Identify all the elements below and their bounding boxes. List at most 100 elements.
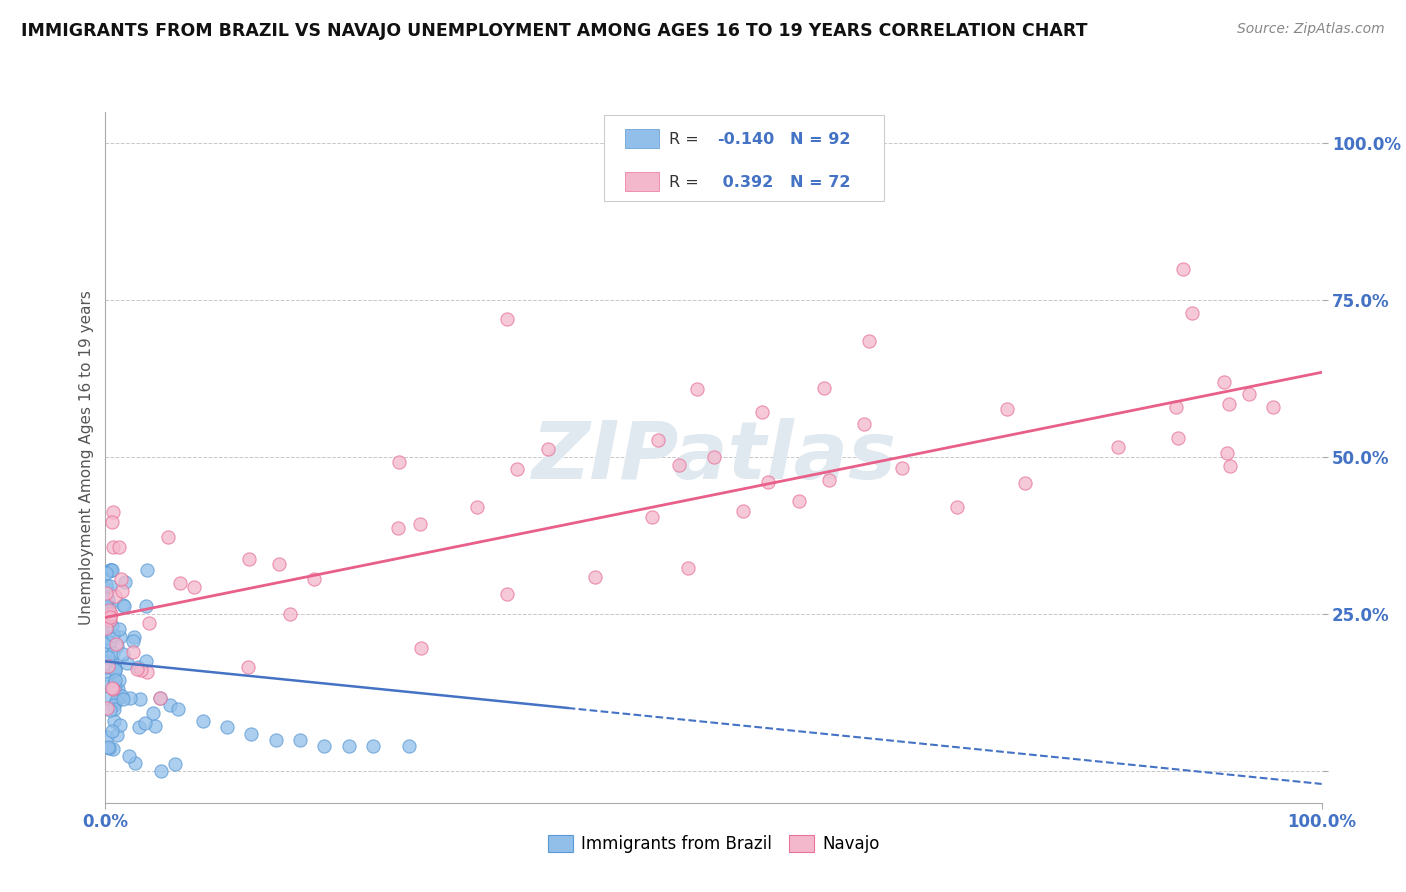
Point: [105, 694, 128, 708]
Point: [134, 599, 156, 614]
Point: [128, 692, 150, 706]
Point: [97, 592, 120, 607]
Point: [813, 381, 835, 395]
FancyBboxPatch shape: [605, 115, 884, 202]
Point: [1164, 400, 1187, 414]
Point: [100, 515, 122, 529]
Point: [240, 726, 263, 740]
Point: [94, 619, 117, 633]
Point: [107, 673, 129, 687]
Point: [731, 504, 754, 518]
Point: [751, 405, 773, 419]
Point: [134, 716, 156, 731]
Point: [103, 540, 125, 554]
Point: [101, 655, 124, 669]
Point: [278, 607, 301, 621]
Point: [149, 690, 172, 705]
Point: [387, 520, 409, 534]
Point: [100, 607, 122, 622]
Point: [96, 583, 118, 598]
Point: [94, 632, 117, 646]
FancyBboxPatch shape: [624, 128, 659, 148]
Point: [302, 573, 325, 587]
Point: [135, 665, 157, 679]
Point: [142, 706, 165, 720]
Point: [702, 450, 725, 465]
Legend: Immigrants from Brazil, Navajo: Immigrants from Brazil, Navajo: [541, 829, 886, 860]
Point: [110, 630, 132, 644]
Text: R =: R =: [668, 175, 703, 189]
Point: [678, 561, 700, 575]
Point: [191, 714, 214, 728]
Point: [98, 635, 121, 649]
Point: [143, 719, 166, 733]
Point: [101, 646, 124, 660]
Point: [314, 739, 336, 754]
Point: [238, 551, 260, 566]
Point: [124, 630, 146, 644]
Point: [118, 748, 141, 763]
Point: [128, 720, 150, 734]
Point: [647, 433, 669, 447]
Point: [131, 663, 153, 677]
Point: [1261, 400, 1284, 414]
Point: [94, 659, 117, 673]
Point: [124, 756, 146, 770]
Point: [103, 661, 125, 675]
Point: [104, 673, 127, 687]
Point: [98, 603, 121, 617]
Point: [238, 660, 260, 674]
Point: [409, 641, 432, 656]
Point: [1213, 375, 1236, 389]
Point: [890, 461, 912, 475]
Point: [94, 667, 117, 681]
Point: [97, 649, 120, 664]
Point: [506, 462, 529, 476]
Text: ZIPatlas: ZIPatlas: [531, 418, 896, 496]
Point: [103, 702, 125, 716]
Point: [98, 703, 121, 717]
Point: [103, 681, 125, 695]
Point: [641, 510, 664, 524]
Point: [105, 639, 128, 653]
Point: [101, 681, 124, 695]
Point: [96, 700, 118, 714]
Point: [465, 500, 488, 514]
Point: [1014, 475, 1036, 490]
Point: [103, 714, 125, 728]
Point: [135, 654, 157, 668]
Point: [100, 656, 122, 670]
Point: [100, 563, 122, 577]
Point: [787, 494, 810, 508]
Point: [101, 505, 124, 519]
Text: IMMIGRANTS FROM BRAZIL VS NAVAJO UNEMPLOYMENT AMONG AGES 16 TO 19 YEARS CORRELAT: IMMIGRANTS FROM BRAZIL VS NAVAJO UNEMPLO…: [21, 22, 1088, 40]
Point: [100, 563, 122, 577]
Point: [96, 730, 118, 744]
Point: [98, 563, 121, 577]
Point: [103, 681, 125, 696]
Point: [98, 613, 121, 627]
Point: [100, 579, 122, 593]
Point: [117, 656, 139, 670]
Point: [995, 401, 1018, 416]
Point: [127, 660, 149, 674]
Point: [114, 575, 136, 590]
Point: [217, 720, 239, 734]
Point: [536, 442, 558, 456]
Point: [388, 455, 411, 469]
Point: [96, 656, 118, 670]
Point: [104, 660, 127, 674]
Text: N = 72: N = 72: [790, 175, 851, 189]
Point: [157, 530, 180, 544]
Point: [97, 741, 120, 756]
Point: [111, 599, 134, 613]
Point: [94, 566, 117, 581]
Point: [103, 698, 125, 712]
Point: [107, 728, 129, 742]
Point: [96, 599, 118, 613]
Point: [96, 578, 118, 592]
Point: [104, 663, 127, 677]
Point: [852, 417, 875, 431]
Point: [1218, 397, 1240, 411]
Text: -0.140: -0.140: [717, 132, 775, 146]
